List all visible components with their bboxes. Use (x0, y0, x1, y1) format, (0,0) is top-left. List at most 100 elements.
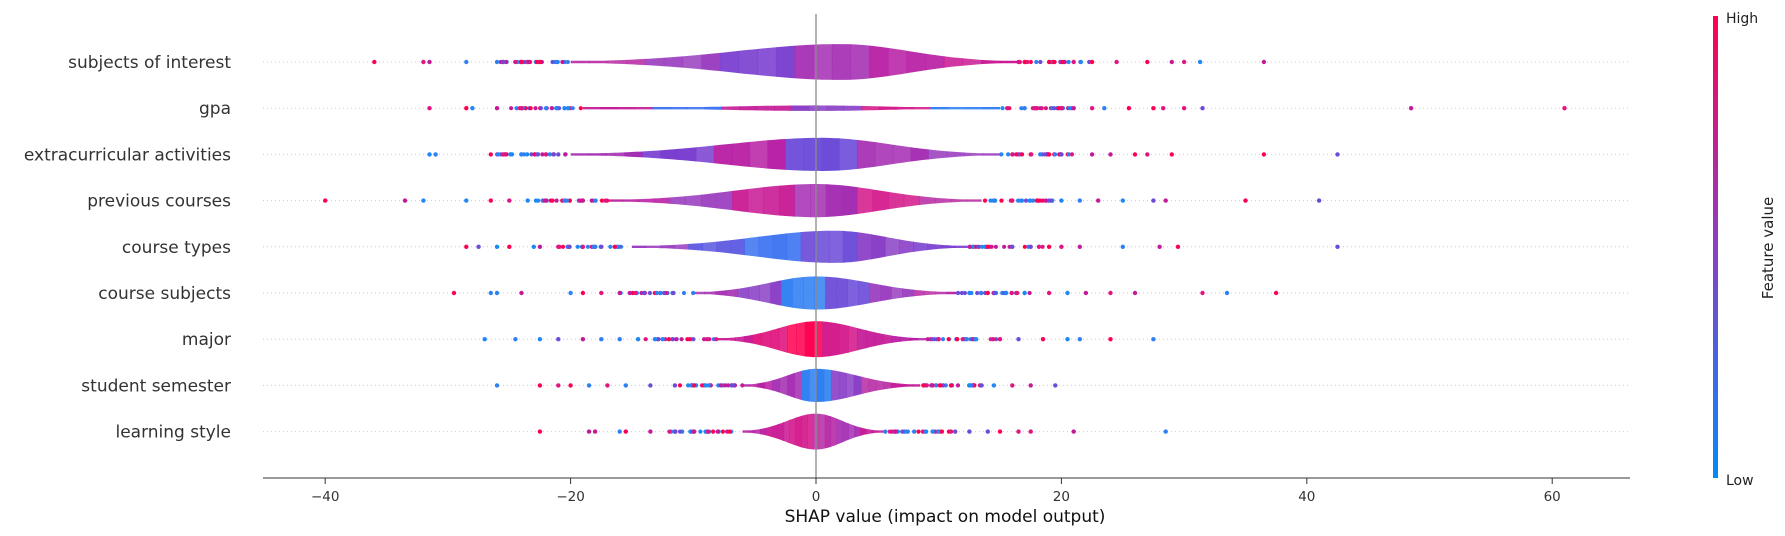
data-point (943, 244, 946, 247)
data-point (677, 153, 680, 156)
data-point (946, 337, 951, 342)
outlier-point (1161, 106, 1166, 111)
data-point (547, 152, 553, 157)
data-point (582, 61, 585, 64)
data-point (895, 291, 898, 294)
outlier-point (1151, 337, 1156, 342)
data-point (879, 430, 882, 433)
data-point (936, 154, 939, 157)
data-point (685, 244, 688, 247)
data-point (1002, 244, 1007, 249)
feature-row: course subjects (98, 276, 1630, 310)
outlier-point (519, 106, 524, 111)
outlier-point (1089, 59, 1095, 65)
data-point (737, 244, 740, 247)
row-points (323, 198, 1322, 203)
data-point (1006, 152, 1011, 157)
data-point (782, 338, 785, 341)
feature-label: course types (122, 238, 231, 258)
data-point (717, 60, 720, 63)
data-point (682, 154, 685, 157)
outlier-point (703, 383, 708, 388)
outlier-point (1022, 290, 1027, 296)
data-point (980, 244, 985, 249)
violin-band (759, 276, 771, 310)
outlier-point (1046, 244, 1052, 249)
violin-band (912, 368, 921, 402)
data-point (975, 290, 980, 296)
outlier-point (1059, 244, 1064, 249)
data-point (866, 200, 869, 203)
data-point (554, 198, 559, 203)
outlier-point (1151, 198, 1156, 203)
data-point (993, 244, 999, 249)
data-point (888, 245, 891, 248)
violin-band (838, 368, 847, 402)
data-point (839, 152, 842, 155)
outlier-point (488, 198, 493, 203)
data-point (959, 107, 962, 110)
x-tick-label: 0 (812, 489, 821, 505)
data-point (818, 61, 821, 64)
violin-band (856, 321, 867, 358)
data-point (767, 337, 770, 340)
data-point (794, 154, 797, 157)
data-point (819, 384, 822, 387)
data-point (876, 291, 879, 294)
violin-band (865, 321, 875, 358)
outlier-point (562, 198, 567, 203)
violin-band (905, 368, 914, 402)
outlier-point (1016, 429, 1021, 434)
data-point (915, 60, 918, 63)
violin-body (582, 105, 1000, 111)
violin-band (726, 321, 736, 358)
outlier-point (433, 152, 438, 157)
outlier-point (930, 383, 935, 388)
data-point (972, 60, 975, 63)
data-point (949, 292, 952, 295)
violin-band (842, 230, 858, 263)
outlier-point (973, 337, 978, 342)
data-point (845, 291, 848, 294)
data-point (514, 106, 519, 111)
row-points (537, 429, 1168, 434)
data-point (964, 245, 967, 248)
outlier-point (1028, 429, 1033, 434)
violin-band (713, 137, 733, 171)
outlier-point (1022, 59, 1027, 65)
data-point (903, 292, 906, 295)
data-point (666, 337, 672, 342)
data-point (622, 106, 625, 109)
data-point (1014, 152, 1019, 157)
violin-band (924, 276, 936, 310)
data-point (747, 199, 750, 202)
outlier-point (427, 152, 432, 157)
data-point (988, 198, 993, 203)
data-point (798, 106, 801, 109)
feature-label: major (182, 330, 231, 350)
violin-band (898, 368, 907, 402)
data-point (887, 429, 892, 434)
outlier-point (556, 152, 561, 157)
colorbar-gradient (1713, 16, 1718, 478)
data-point (776, 152, 779, 155)
data-point (836, 245, 839, 248)
violin-band (800, 230, 816, 263)
data-point (910, 245, 913, 248)
data-point (954, 106, 957, 109)
violin-band (792, 276, 804, 310)
data-point (691, 337, 696, 342)
outlier-point (1028, 152, 1033, 157)
outlier-point (1197, 59, 1203, 65)
data-point (999, 198, 1004, 203)
data-point (827, 106, 830, 109)
data-point (802, 291, 805, 294)
outlier-point (1126, 106, 1132, 111)
violin-band (794, 44, 814, 80)
violin-band (821, 137, 840, 171)
data-point (712, 198, 715, 201)
outlier-point (1145, 59, 1150, 65)
data-point (1028, 198, 1033, 203)
data-point (792, 61, 795, 64)
outlier-point (948, 383, 954, 388)
